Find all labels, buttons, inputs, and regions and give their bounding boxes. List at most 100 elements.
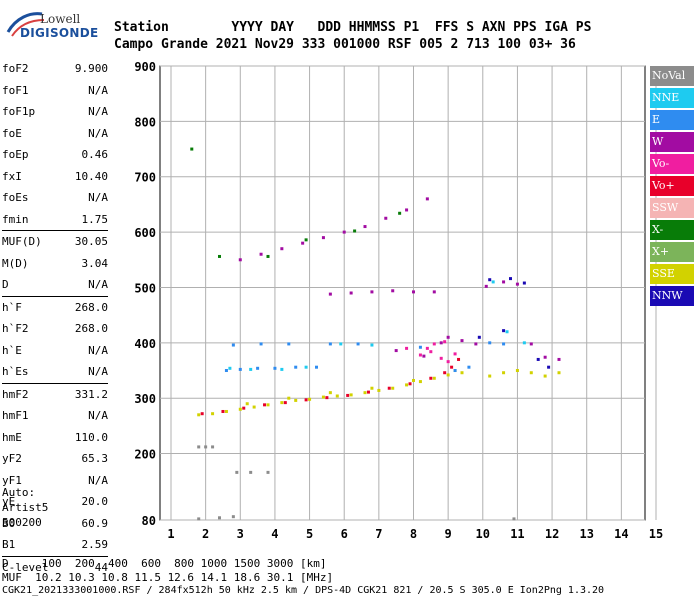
x-tick-label: 3 (237, 527, 244, 541)
data-point (294, 365, 298, 369)
param-name: hmE (2, 430, 22, 444)
legend-item: NNE (650, 88, 694, 108)
footer-muf-line: MUF 10.2 10.3 10.8 11.5 12.6 14.1 18.6 3… (2, 571, 334, 584)
param-name: h`Es (2, 365, 29, 378)
data-point (228, 366, 232, 370)
data-point (557, 357, 561, 361)
param-name: B0 (2, 516, 16, 530)
param-name: foEs (2, 191, 29, 204)
data-point (339, 342, 343, 346)
data-point (280, 401, 284, 405)
data-point (242, 406, 246, 410)
param-value: N/A (88, 126, 108, 140)
data-point (502, 329, 506, 333)
param-row: yF2 65.3 (2, 448, 108, 470)
data-point (304, 398, 308, 402)
param-row: fxI 10.40 (2, 166, 108, 188)
param-row: foEs N/A (2, 187, 108, 209)
param-value: N/A (88, 278, 108, 291)
data-point (273, 366, 277, 370)
param-name: foEp (2, 148, 29, 161)
data-point (529, 371, 533, 375)
data-point (502, 371, 506, 375)
x-tick-label: 5 (306, 527, 313, 541)
legend-item: NoVal (650, 66, 694, 86)
param-value: 3.04 (81, 256, 109, 270)
legend-item: E (650, 110, 694, 130)
data-point (353, 229, 357, 233)
data-point (394, 349, 398, 353)
data-point (245, 402, 249, 406)
data-point (505, 330, 509, 334)
param-value: 268.0 (74, 322, 108, 335)
param-row: foF1 N/A (2, 80, 108, 102)
param-name: C-level (2, 560, 49, 574)
data-point (443, 340, 447, 344)
param-value: N/A (88, 409, 108, 422)
param-value: 268.0 (74, 300, 108, 314)
param-row: M(D) 3.04 (2, 253, 108, 275)
y-tick-label: 900 (134, 60, 156, 74)
data-point (211, 445, 215, 449)
data-point (439, 356, 443, 360)
data-point (547, 365, 551, 369)
data-point (443, 371, 447, 375)
legend-item: SSW (650, 198, 694, 218)
param-row: h`Es N/A (2, 361, 108, 383)
data-point (294, 398, 298, 402)
param-row: h`F 268.0 (2, 295, 108, 319)
param-value: N/A (88, 473, 108, 487)
param-name: h`F (2, 300, 22, 314)
data-point (446, 360, 450, 364)
data-point (522, 341, 526, 345)
data-point (460, 371, 464, 375)
y-tick-label: 400 (134, 337, 156, 351)
x-tick-label: 1 (167, 527, 174, 541)
data-point (335, 394, 339, 398)
param-row: hmF1 N/A (2, 405, 108, 427)
data-point (412, 378, 415, 382)
param-name: foF1p (2, 105, 36, 118)
data-point (287, 342, 291, 346)
legend-item: NNW (650, 286, 694, 306)
data-point (321, 236, 325, 240)
data-point (391, 289, 395, 293)
param-value: 2.59 (81, 538, 109, 551)
param-value: 60.9 (81, 516, 109, 530)
x-tick-label: 2 (202, 527, 209, 541)
data-point (301, 241, 305, 245)
data-point (439, 341, 443, 345)
param-value: 30.05 (74, 235, 108, 248)
data-point (515, 282, 519, 286)
param-row: foF2 9.900 (2, 58, 108, 80)
param-name: foF1 (2, 83, 29, 97)
data-point (249, 367, 253, 371)
auto-line-3: 500200 (2, 516, 42, 529)
param-value: 331.2 (74, 387, 108, 401)
param-row: foEp 0.46 (2, 144, 108, 166)
legend-item: SSE (650, 264, 694, 284)
data-point (484, 284, 488, 288)
data-point (460, 339, 464, 343)
auto-line-2: Artist5 (2, 501, 49, 514)
param-row: h`F2 268.0 (2, 318, 108, 340)
data-point (252, 405, 256, 409)
data-point (256, 366, 260, 370)
data-point (477, 335, 481, 339)
x-tick-label: 12 (545, 527, 559, 541)
y-tick-label: 800 (134, 115, 156, 129)
param-name: foE (2, 126, 22, 140)
data-point (197, 517, 201, 521)
param-name: hmF1 (2, 409, 29, 422)
data-point (412, 290, 415, 294)
y-tick-label: 300 (134, 392, 156, 406)
param-value: 0.46 (81, 148, 109, 161)
data-point (522, 281, 526, 285)
data-point (328, 391, 332, 395)
data-point (218, 254, 221, 258)
param-value: 110.0 (74, 430, 108, 444)
data-point (259, 342, 263, 346)
data-point (190, 147, 194, 151)
data-point (328, 342, 332, 346)
data-point (429, 376, 433, 380)
